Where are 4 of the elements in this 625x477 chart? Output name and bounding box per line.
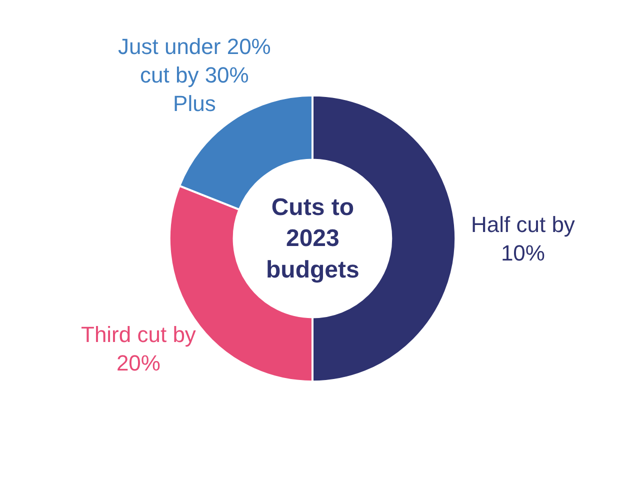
slice-label: Half cut by 10% [471, 212, 575, 266]
slice-label: Just under 20% cut by 30% Plus [118, 34, 271, 116]
text: Cuts to 2023 budgets [266, 194, 360, 284]
slice-label: Third cut by 20% [81, 322, 196, 376]
